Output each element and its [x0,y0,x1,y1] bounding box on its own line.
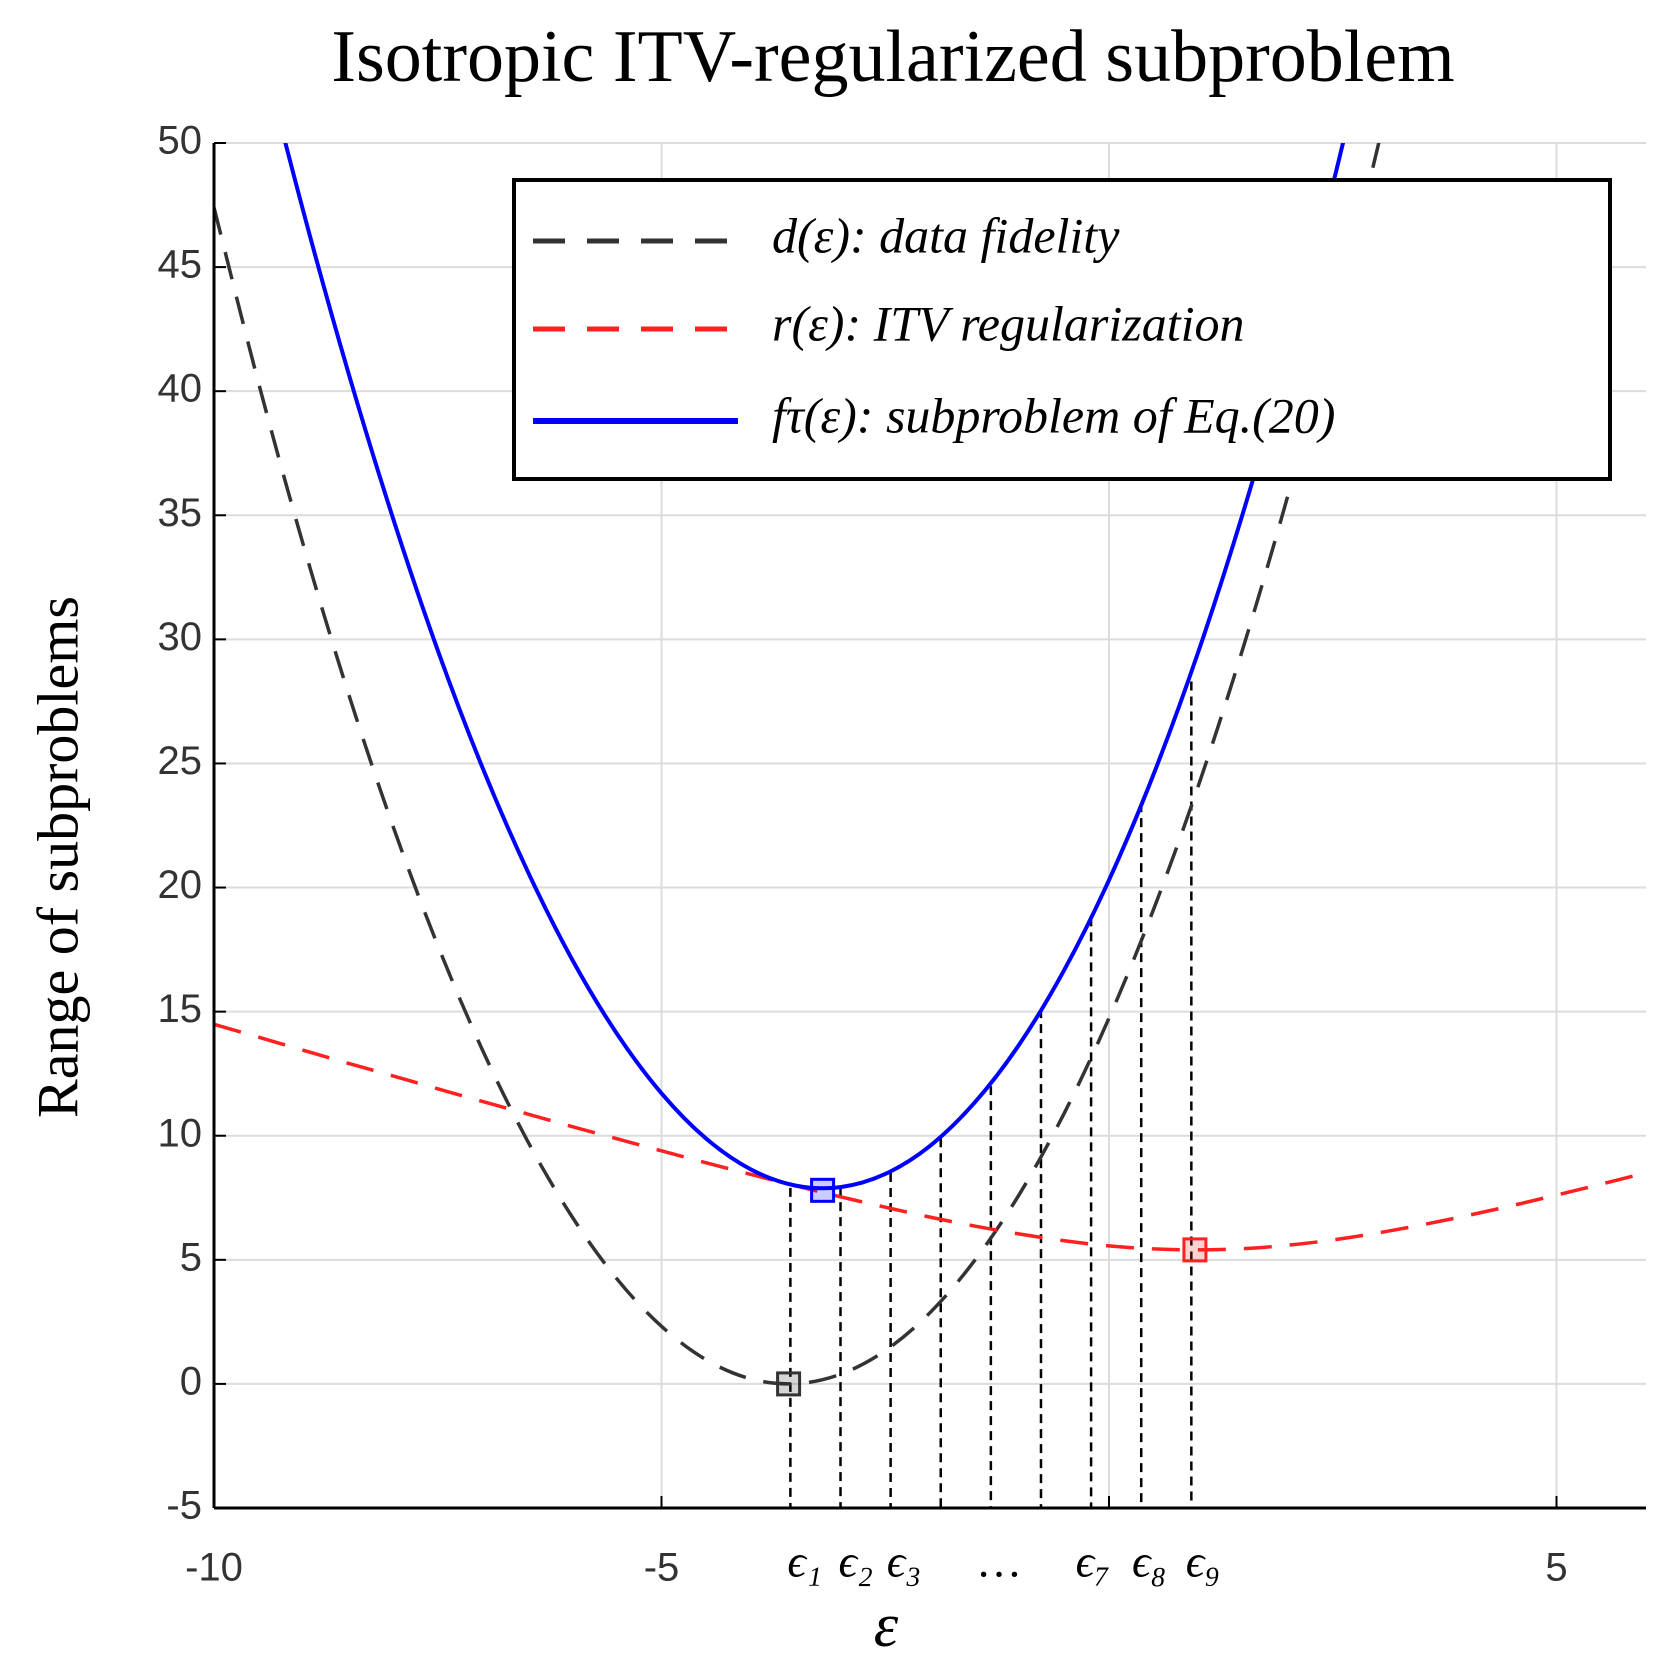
legend: d(ε): data fidelity r(ε): ITV regularizat… [512,178,1612,481]
legend-label: d(ε): data fidelity [772,207,1120,263]
y-tick-label: 40 [158,367,203,411]
y-tick-label: 45 [158,243,203,287]
guide-label: ϵ₉ [1186,1536,1221,1587]
y-tick-label: 50 [158,119,203,163]
y-tick-label: 10 [158,1111,203,1155]
series-line [214,1022,1646,1252]
point-marker [776,1371,802,1397]
point-marker [1182,1237,1208,1263]
guides [789,681,1193,1508]
guide-label: ϵ₁ [787,1536,822,1587]
curves [214,143,1646,1386]
legend-label: fτ(ε): subproblem of Eq.(20) [772,387,1335,443]
guide-label: ϵ₇ [1076,1536,1111,1587]
chart-title: Isotropic ITV-regularized subproblem [331,16,1454,98]
guide-label: ϵ₃ [887,1536,922,1587]
x-tick-label: -10 [185,1546,243,1590]
points [776,1177,1208,1397]
legend-label: r(ε): ITV regularization [772,295,1245,351]
series-line [283,143,1346,1191]
guide-label: ϵ₈ [1132,1536,1167,1587]
y-tick-label: -5 [166,1484,202,1528]
x-axis-label: ε [874,1592,899,1660]
y-tick-label: 30 [158,615,203,659]
y-tick-label: 35 [158,491,203,535]
x-tick-label: -5 [644,1546,680,1590]
y-tick-label: 0 [180,1359,202,1403]
y-tick-label: 20 [158,863,203,907]
x-tick-label: 5 [1545,1546,1567,1590]
point-marker [810,1177,836,1203]
y-tick-label: 25 [158,739,203,783]
guide-label: ϵ₂ [838,1536,873,1587]
y-axis-label: Range of subproblems [25,596,90,1118]
guide-label: … [979,1536,1020,1587]
y-tick-label: 15 [158,987,203,1031]
series-line [214,143,1381,1386]
y-tick-label: 5 [180,1235,202,1279]
